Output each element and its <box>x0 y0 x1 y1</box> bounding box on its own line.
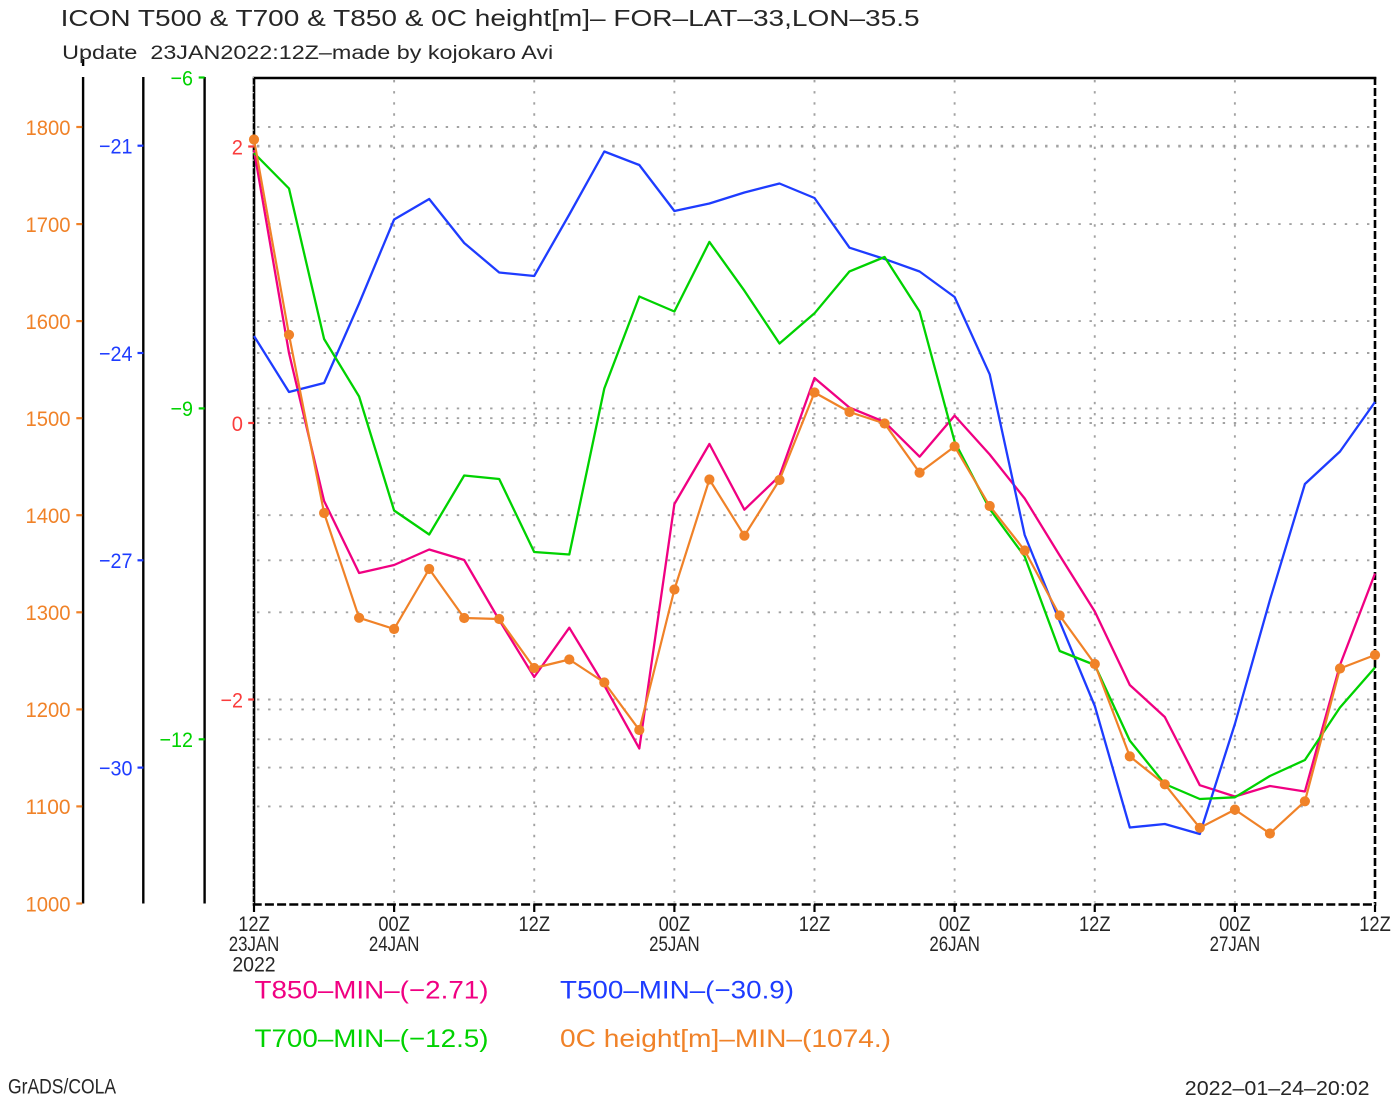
svg-text:1300: 1300 <box>26 601 71 625</box>
svg-text:12Z: 12Z <box>1079 912 1111 936</box>
svg-text:24JAN: 24JAN <box>369 932 420 956</box>
svg-text:2022–01–24–20:02: 2022–01–24–20:02 <box>1185 1078 1370 1100</box>
svg-text:27JAN: 27JAN <box>1210 932 1261 956</box>
svg-text:−30: −30 <box>99 756 133 780</box>
svg-text:12Z: 12Z <box>1359 912 1391 936</box>
svg-text:−6: −6 <box>171 66 194 90</box>
svg-text:00Z: 00Z <box>378 912 410 936</box>
svg-text:1400: 1400 <box>26 504 71 528</box>
svg-text:26JAN: 26JAN <box>929 932 980 956</box>
svg-text:00Z: 00Z <box>939 912 971 936</box>
svg-text:−2: −2 <box>221 688 244 712</box>
svg-text:−24: −24 <box>99 342 133 366</box>
svg-text:−9: −9 <box>171 397 194 421</box>
svg-text:1800: 1800 <box>26 116 71 140</box>
svg-text:T500–MIN–(−30.9): T500–MIN–(−30.9) <box>560 976 794 1004</box>
svg-text:1200: 1200 <box>26 698 71 722</box>
svg-text:12Z: 12Z <box>238 912 270 936</box>
svg-text:Update 23JAN2022:12Z–made by: Update 23JAN2022:12Z–made by kojokaro Av… <box>62 43 553 64</box>
svg-text:2022: 2022 <box>232 953 275 977</box>
svg-text:1700: 1700 <box>26 213 71 237</box>
svg-text:00Z: 00Z <box>659 912 691 936</box>
svg-text:1000: 1000 <box>26 892 71 916</box>
svg-text:00Z: 00Z <box>1219 912 1251 936</box>
svg-text:−27: −27 <box>99 549 133 573</box>
svg-text:T850–MIN–(−2.71): T850–MIN–(−2.71) <box>255 976 489 1004</box>
svg-text:12Z: 12Z <box>519 912 551 936</box>
svg-text:12Z: 12Z <box>799 912 831 936</box>
svg-text:25JAN: 25JAN <box>649 932 700 956</box>
svg-text:T700–MIN–(−12.5): T700–MIN–(−12.5) <box>255 1025 489 1053</box>
svg-text:GrADS/COLA: GrADS/COLA <box>8 1076 116 1099</box>
svg-text:0: 0 <box>232 412 243 436</box>
svg-text:1600: 1600 <box>26 310 71 334</box>
svg-text:1100: 1100 <box>26 795 71 819</box>
svg-text:ICON T500 & T700 & T850 & 0C h: ICON T500 & T700 & T850 & 0C height[m]– … <box>61 5 920 31</box>
svg-text:23JAN: 23JAN <box>229 932 280 956</box>
svg-text:−12: −12 <box>160 728 194 752</box>
svg-text:−21: −21 <box>99 135 133 159</box>
svg-text:1500: 1500 <box>26 407 71 431</box>
svg-text:0C height[m]–MIN–(1074.): 0C height[m]–MIN–(1074.) <box>560 1025 891 1053</box>
svg-text:2: 2 <box>232 135 243 159</box>
